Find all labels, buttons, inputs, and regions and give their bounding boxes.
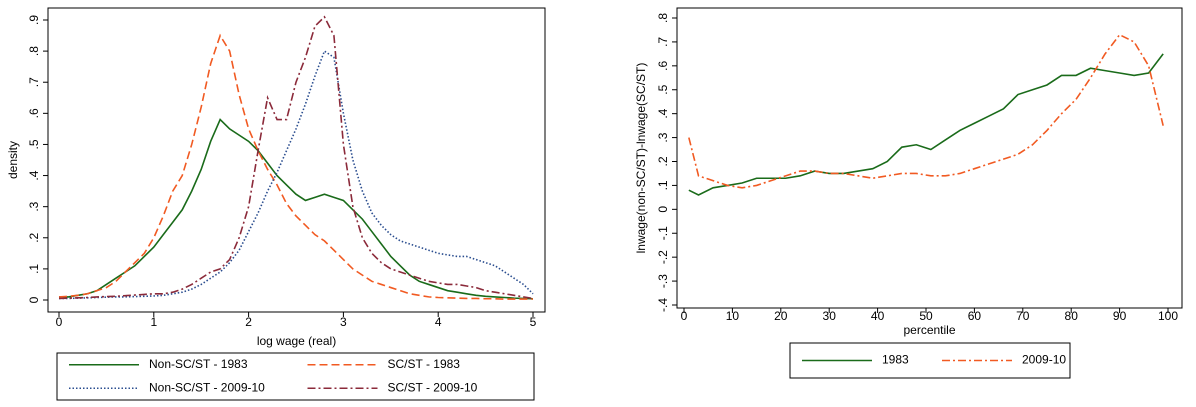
y-tick-label: .4	[27, 170, 41, 180]
data-line	[58, 15, 534, 300]
y-tick-label: .7	[656, 37, 670, 47]
x-tick-label: 50	[919, 309, 933, 323]
x-tick-label: 80	[1065, 309, 1079, 323]
y-tick-label: -.4	[656, 298, 670, 312]
x-tick-label: 0	[681, 309, 688, 323]
legend-label: SC/ST - 2009-10	[388, 380, 478, 394]
data-line	[58, 33, 533, 300]
y-axis-title: lnwage(non-SC/ST)-lnwage(SC/ST)	[634, 63, 648, 254]
x-tick-label: 100	[1158, 309, 1178, 323]
y-tick-label: 0	[656, 206, 670, 213]
legend-label: Non-SC/ST - 1983	[149, 357, 248, 371]
x-tick-label: 70	[1016, 309, 1030, 323]
y-tick-label: .4	[656, 108, 670, 118]
x-tick-label: 3	[340, 315, 347, 329]
y-tick-label: -.2	[656, 250, 670, 264]
x-tick-label: 90	[1113, 309, 1127, 323]
y-axis-title: density	[6, 141, 20, 179]
y-tick-label: .2	[656, 156, 670, 166]
legend-box	[56, 352, 535, 401]
y-tick-label: .2	[27, 232, 41, 242]
x-tick-label: 5	[530, 315, 537, 329]
y-tick-label: .8	[656, 13, 670, 23]
x-tick-label: 10	[726, 309, 740, 323]
y-tick-label: -.3	[656, 274, 670, 288]
legend-label: 1983	[882, 353, 909, 367]
y-tick-label: .1	[27, 264, 41, 274]
data-line	[688, 53, 1164, 196]
y-tick-label: -.1	[656, 226, 670, 240]
chart: 0 .1 .2 .3 .4 .5 .6 .7 .8 .9 0 1 2 3 4 5 log wage (real)…	[6, 7, 546, 401]
y-tick-label: .6	[656, 61, 670, 71]
y-tick-label: .5	[27, 139, 41, 149]
x-tick-label: 4	[435, 315, 442, 329]
y-tick-label: .8	[27, 46, 41, 56]
y-tick-label: .6	[27, 108, 41, 118]
y-tick-label: .3	[656, 132, 670, 142]
y-tick-label: .5	[656, 84, 670, 94]
x-axis-title: percentile	[903, 323, 955, 337]
x-tick-label: 40	[871, 309, 885, 323]
y-tick-label: .3	[27, 201, 41, 211]
x-tick-label: 30	[823, 309, 837, 323]
data-line	[688, 33, 1164, 189]
legend-label: SC/ST - 1983	[388, 357, 461, 371]
legend-box	[789, 342, 1071, 379]
x-tick-label: 20	[774, 309, 788, 323]
y-tick-label: 0	[27, 296, 41, 303]
y-tick-label: .9	[27, 15, 41, 25]
legend-label: Non-SC/ST - 2009-10	[149, 380, 265, 394]
x-tick-label: 2	[245, 315, 252, 329]
y-tick-label: .7	[27, 77, 41, 87]
legend-label: 2009-10	[1022, 353, 1066, 367]
x-axis-title: log wage (real)	[257, 334, 336, 348]
plot-frame	[676, 7, 1183, 309]
x-tick-label: 60	[968, 309, 982, 323]
x-tick-label: 1	[150, 315, 157, 329]
y-tick-label: .1	[656, 180, 670, 190]
data-line	[59, 49, 534, 300]
plot-frame	[47, 7, 546, 313]
x-tick-label: 0	[56, 315, 63, 329]
data-line	[59, 118, 534, 300]
chart: -.4 -.3 -.2 -.1 0 .1 .2 .3 .4 .5 .6 .7 .8 0 10 20 30 40 50…	[634, 7, 1183, 379]
